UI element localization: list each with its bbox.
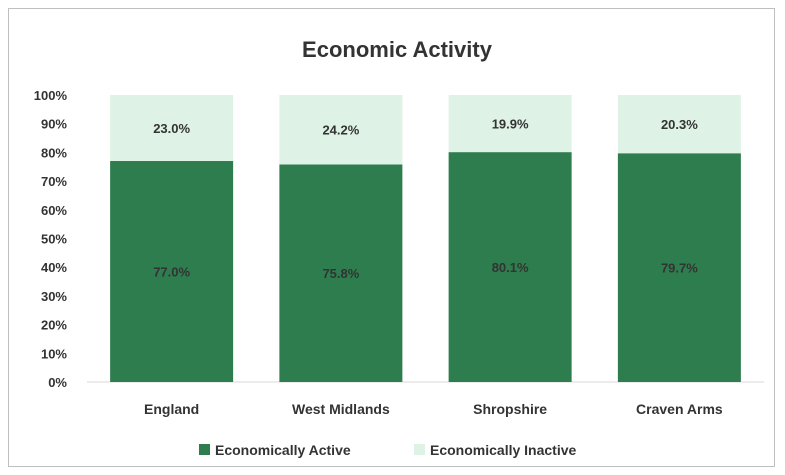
y-tick-label: 100% — [34, 88, 68, 103]
data-label: 75.8% — [322, 266, 359, 281]
y-tick-label: 10% — [41, 346, 67, 361]
bar-segment-active — [448, 152, 572, 382]
y-tick-label: 0% — [48, 375, 67, 390]
data-label: 24.2% — [322, 123, 359, 138]
y-tick-label: 70% — [41, 174, 67, 189]
legend-swatch-active — [199, 444, 210, 455]
economic-activity-chart: Economic Activity 0% 10% 20% 30% 40% 50% 60% 70… — [34, 37, 764, 458]
x-axis: England West Midlands Shropshire Craven Arm… — [144, 401, 723, 417]
legend-label: Economically Active — [215, 442, 351, 458]
legend-label: Economically Inactive — [430, 442, 576, 458]
data-label: 80.1% — [492, 260, 529, 275]
data-label: 23.0% — [153, 121, 190, 136]
data-label: 79.7% — [661, 261, 698, 276]
x-category-label: Shropshire — [473, 401, 547, 417]
legend: Economically Active Economically Inactive — [199, 442, 576, 458]
y-tick-label: 60% — [41, 203, 67, 218]
data-label: 77.0% — [153, 265, 190, 280]
y-tick-label: 40% — [41, 260, 67, 275]
bar-segment-active — [110, 161, 234, 382]
bar-segment-inactive — [110, 95, 234, 162]
y-tick-label: 80% — [41, 145, 67, 160]
chart-frame: Economic Activity 0% 10% 20% 30% 40% 50% 60% 70… — [8, 8, 775, 467]
data-label: 19.9% — [492, 117, 529, 132]
y-tick-label: 30% — [41, 289, 67, 304]
bar-segment-active — [279, 164, 403, 382]
x-category-label: England — [144, 401, 199, 417]
bar-segment-inactive — [617, 95, 741, 154]
data-label: 20.3% — [661, 117, 698, 132]
x-category-label: West Midlands — [292, 401, 390, 417]
legend-swatch-inactive — [414, 444, 425, 455]
bar-segment-inactive — [448, 95, 572, 153]
bar-segment-active — [617, 153, 741, 382]
y-tick-label: 50% — [41, 232, 67, 247]
bars: 77.0% 23.0% 75.8% 24.2% 80.1% 19.9% 79.7% 20.3% — [110, 95, 741, 382]
y-tick-label: 20% — [41, 318, 67, 333]
x-category-label: Craven Arms — [636, 401, 723, 417]
bar-segment-inactive — [279, 95, 403, 165]
chart-title: Economic Activity — [302, 37, 493, 62]
y-tick-label: 90% — [41, 117, 67, 132]
y-axis: 0% 10% 20% 30% 40% 50% 60% 70% 80% 90% 100% — [34, 88, 764, 390]
